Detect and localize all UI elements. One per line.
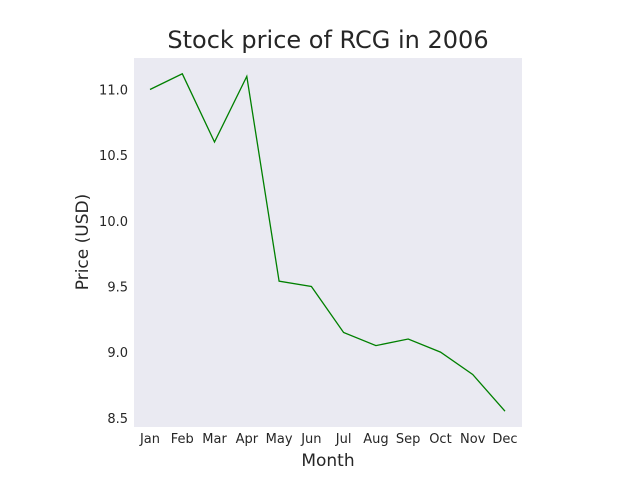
x-tick-label: Nov [460, 432, 486, 447]
x-tick-label: Mar [202, 432, 227, 447]
y-tick-label: 11.0 [99, 84, 128, 99]
y-tick-label: 8.5 [107, 412, 128, 427]
x-tick-label: Apr [236, 432, 259, 447]
y-tick-label: 10.0 [99, 215, 128, 230]
chart-title: Stock price of RCG in 2006 [167, 26, 488, 54]
y-tick-label: 9.0 [107, 346, 128, 361]
y-tick-label: 10.5 [99, 149, 128, 164]
series-layer [149, 72, 506, 412]
x-tick-label: Dec [492, 432, 517, 447]
x-tick-label: Feb [171, 432, 194, 447]
y-axis-ticks: 8.5 9.0 9.5 10.0 10.5 11.0 [99, 84, 128, 427]
series-line [149, 72, 506, 412]
x-tick-label: Jul [335, 432, 352, 447]
plot-area [134, 58, 522, 427]
x-tick-label: Aug [363, 432, 388, 447]
y-tick-label: 9.5 [107, 280, 128, 295]
x-tick-label: Oct [429, 432, 451, 447]
x-axis-label: Month [301, 451, 354, 471]
x-axis-ticks: Jan Feb Mar Apr May Jun Jul Aug Sep Oct Nov Dec [139, 432, 518, 447]
x-tick-label: May [266, 432, 293, 447]
y-axis-label: Price (USD) [73, 194, 93, 290]
x-tick-label: Sep [396, 432, 421, 447]
x-tick-label: Jan [139, 432, 160, 447]
x-tick-label: Jun [300, 432, 321, 447]
